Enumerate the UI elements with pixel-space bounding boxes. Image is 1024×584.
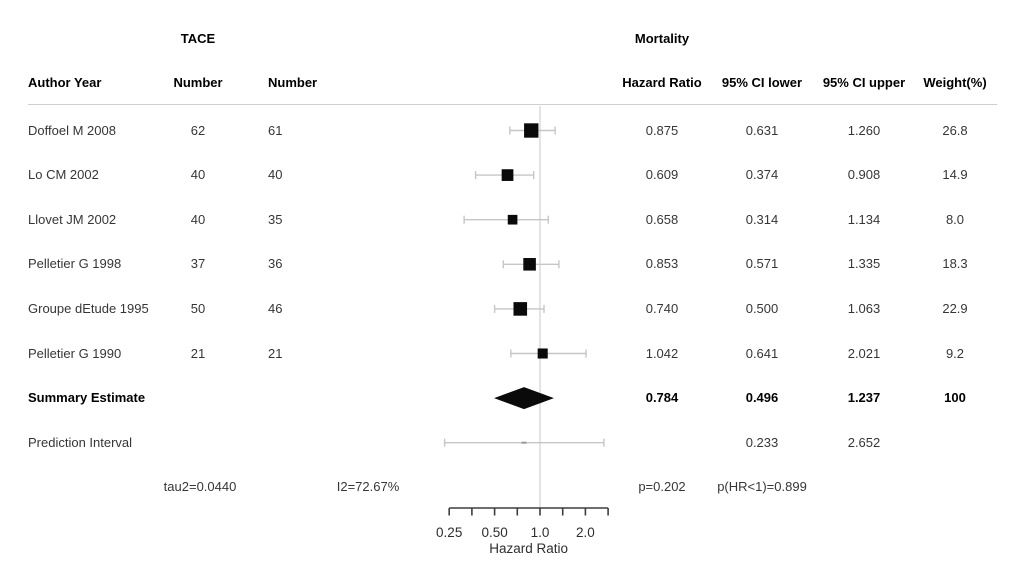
- study-author: Pelletier G 1998: [28, 256, 122, 272]
- study-hazard-ratio: 0.740: [645, 300, 679, 316]
- study-ci-lower: 0.314: [745, 211, 779, 227]
- study-weight: 18.3: [942, 256, 968, 272]
- study-author: Pelletier G 1990: [28, 345, 122, 361]
- prediction-label: Prediction Interval: [28, 434, 133, 450]
- study-n-tace: 62: [190, 122, 206, 138]
- stat-tau2: tau2=0.0440: [163, 479, 237, 494]
- study-ci-lower: 0.631: [745, 122, 779, 138]
- study-weight: 8.0: [945, 211, 965, 227]
- effect-marker: [501, 169, 514, 181]
- study-n-control: 36: [268, 256, 283, 272]
- study-hazard-ratio: 0.609: [645, 167, 679, 183]
- study-author: Groupe dEtude 1995: [28, 300, 149, 316]
- study-n-tace: 50: [190, 300, 206, 316]
- column-header-ci-lower: 95% CI lower: [721, 75, 803, 90]
- stat-i2: I2=72.67%: [336, 479, 400, 494]
- study-ci-lower: 0.374: [745, 167, 779, 183]
- study-ci-lower: 0.571: [745, 256, 779, 272]
- study-weight: 9.2: [945, 345, 965, 361]
- column-header-ci-upper: 95% CI upper: [822, 75, 906, 90]
- group-header-tace: TACE: [180, 31, 216, 46]
- study-n-tace: 40: [190, 167, 206, 183]
- effect-marker: [537, 348, 548, 359]
- study-hazard-ratio: 1.042: [645, 345, 679, 361]
- study-ci-lower: 0.641: [745, 345, 779, 361]
- summary-weight: 100: [944, 390, 966, 406]
- study-ci-upper: 1.260: [847, 122, 881, 138]
- header-divider: [28, 104, 997, 105]
- study-ci-upper: 2.021: [847, 345, 881, 361]
- study-author: Lo CM 2002: [28, 167, 99, 183]
- study-n-tace: 21: [190, 345, 206, 361]
- study-author: Llovet JM 2002: [28, 211, 117, 227]
- study-weight: 22.9: [942, 300, 968, 316]
- study-weight: 14.9: [942, 167, 968, 183]
- x-axis-tick-label: 0.25: [436, 525, 462, 540]
- effect-marker: [507, 214, 518, 225]
- prediction-center-marker: [521, 441, 527, 444]
- study-n-control: 35: [268, 211, 283, 227]
- group-header-mortality: Mortality: [634, 31, 690, 46]
- x-axis-tick-label: 1.0: [531, 525, 550, 540]
- x-axis-tick-label: 2.0: [576, 525, 595, 540]
- study-hazard-ratio: 0.875: [645, 122, 679, 138]
- summary-diamond: [494, 387, 554, 410]
- column-header-weight: Weight(%): [923, 75, 987, 90]
- study-hazard-ratio: 0.658: [645, 211, 679, 227]
- study-n-tace: 40: [190, 211, 206, 227]
- prediction-ci-lower: 0.233: [745, 434, 779, 450]
- study-ci-upper: 0.908: [847, 167, 881, 183]
- summary-label: Summary Estimate: [28, 390, 146, 406]
- column-header-author: Author Year: [28, 75, 102, 90]
- effect-marker: [524, 123, 539, 138]
- summary-hazard-ratio: 0.784: [645, 390, 679, 406]
- study-weight: 26.8: [942, 122, 968, 138]
- study-n-tace: 37: [190, 256, 206, 272]
- prediction-ci-upper: 2.652: [847, 434, 881, 450]
- study-n-control: 46: [268, 300, 283, 316]
- study-ci-upper: 1.335: [847, 256, 881, 272]
- study-n-control: 61: [268, 122, 283, 138]
- x-axis-title: Hazard Ratio: [489, 541, 568, 556]
- study-n-control: 21: [268, 345, 283, 361]
- effect-marker: [513, 302, 528, 316]
- study-ci-upper: 1.063: [847, 300, 881, 316]
- study-n-control: 40: [268, 167, 283, 183]
- stat-p-hr-lt1: p(HR<1)=0.899: [717, 479, 807, 494]
- effect-marker: [523, 258, 536, 271]
- summary-ci-lower: 0.496: [745, 390, 779, 406]
- study-hazard-ratio: 0.853: [645, 256, 679, 272]
- study-ci-upper: 1.134: [847, 211, 881, 227]
- study-author: Doffoel M 2008: [28, 122, 116, 138]
- stat-p-value: p=0.202: [638, 479, 686, 494]
- summary-ci-upper: 1.237: [847, 390, 881, 406]
- study-ci-lower: 0.500: [745, 300, 779, 316]
- x-axis-tick-label: 0.50: [481, 525, 507, 540]
- column-header-n-tace: Number: [173, 75, 223, 90]
- column-header-n-control: Number: [268, 75, 318, 90]
- column-header-hazard-ratio: Hazard Ratio: [622, 75, 702, 90]
